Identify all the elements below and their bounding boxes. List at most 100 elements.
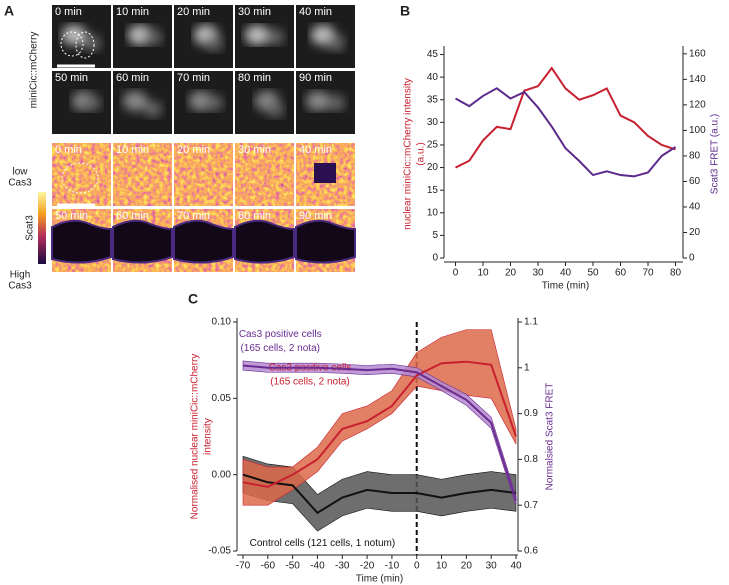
cell bbox=[245, 25, 269, 45]
cell bbox=[144, 101, 162, 117]
x-tick-label: -30 bbox=[335, 561, 350, 572]
annotation: Cas3 positive cells bbox=[239, 329, 322, 340]
band bbox=[242, 360, 517, 506]
y-tick-label: 25 bbox=[427, 140, 439, 151]
time-label: 50 min bbox=[55, 72, 88, 84]
time-label: 80 min bbox=[238, 72, 271, 84]
x-tick-label: -10 bbox=[385, 561, 400, 572]
fret-image bbox=[52, 143, 111, 206]
cell bbox=[266, 101, 284, 117]
y2-tick-label: 1 bbox=[524, 362, 530, 373]
y2-tick-label: 1.1 bbox=[524, 317, 538, 328]
x-tick-label: 10 bbox=[477, 268, 489, 279]
cell bbox=[266, 29, 284, 45]
y-tick-label: 40 bbox=[427, 72, 439, 83]
x-tick-label: 40 bbox=[560, 268, 572, 279]
annotation: (165 cells, 2 nota) bbox=[240, 343, 320, 354]
fret-image bbox=[235, 143, 294, 206]
y2-tick-label: 60 bbox=[689, 176, 701, 187]
time-label: 60 min bbox=[116, 72, 149, 84]
outline bbox=[60, 31, 84, 57]
x-tick-label: 60 bbox=[615, 268, 627, 279]
y-tick-label: 5 bbox=[432, 230, 438, 241]
dark-region bbox=[295, 219, 356, 264]
colorbar-title: Scat3 bbox=[25, 215, 36, 241]
x-tick-label: 0 bbox=[414, 561, 420, 572]
time-label: 70 min bbox=[177, 72, 210, 84]
y2-tick-label: 100 bbox=[689, 125, 706, 136]
y-axis-label: Normalised nuclear miniCic::mCherry bbox=[190, 354, 201, 520]
cells bbox=[189, 91, 223, 111]
y-tick-label: 20 bbox=[427, 162, 439, 173]
colorbar-label: High bbox=[10, 270, 31, 281]
line bbox=[242, 473, 517, 515]
y-axis-label: nuclear miniCic::mCherry intensity bbox=[403, 78, 414, 230]
y2-tick-label: 120 bbox=[689, 100, 706, 111]
cells bbox=[62, 25, 101, 51]
time-label: 20 min bbox=[177, 6, 210, 18]
fret-image bbox=[113, 143, 172, 206]
y-tick-label: 45 bbox=[427, 49, 439, 60]
y-tick-label: 10 bbox=[427, 207, 439, 218]
cells bbox=[194, 25, 223, 51]
x-tick-label: 40 bbox=[510, 561, 522, 572]
time-label: 50 min bbox=[55, 210, 88, 222]
time-label: 90 min bbox=[299, 210, 332, 222]
y-tick-label: 0.00 bbox=[212, 469, 232, 480]
annotation: (165 cells, 2 nota) bbox=[270, 376, 350, 387]
time-label: 40 min bbox=[299, 144, 332, 156]
annotation: Control cells (121 cells, 1 notum) bbox=[250, 538, 396, 549]
cells bbox=[128, 25, 162, 45]
y2-tick-label: 0 bbox=[689, 253, 695, 264]
time-label: 30 min bbox=[238, 6, 271, 18]
x-tick-label: -70 bbox=[236, 561, 251, 572]
y2-axis-label: Normalsied Scat3 FRET bbox=[545, 383, 556, 491]
dark-region bbox=[234, 219, 295, 264]
time-label: 10 min bbox=[116, 6, 149, 18]
time-label: 20 min bbox=[177, 144, 210, 156]
y-axis-label: intensity bbox=[203, 418, 214, 455]
cell bbox=[83, 35, 101, 51]
y-tick-label: 35 bbox=[427, 94, 439, 105]
x-tick-label: 50 bbox=[587, 268, 599, 279]
panel-label: B bbox=[400, 3, 410, 19]
cells bbox=[123, 91, 162, 117]
y2-tick-label: 160 bbox=[689, 48, 706, 59]
line bbox=[455, 87, 677, 178]
panel-label: A bbox=[4, 3, 14, 19]
time-label: 10 min bbox=[116, 144, 149, 156]
y2-tick-label: 0.6 bbox=[524, 546, 538, 557]
x-tick-label: 80 bbox=[670, 268, 682, 279]
x-tick-label: -50 bbox=[285, 561, 300, 572]
line bbox=[242, 360, 517, 488]
y2-tick-label: 40 bbox=[689, 202, 701, 213]
time-label: 60 min bbox=[116, 210, 149, 222]
y-tick-label: 15 bbox=[427, 185, 439, 196]
panel-label: C bbox=[188, 291, 198, 307]
x-tick-label: 70 bbox=[642, 268, 654, 279]
y2-tick-label: 0.8 bbox=[524, 454, 538, 465]
x-tick-label: -20 bbox=[360, 561, 375, 572]
cell bbox=[205, 35, 223, 51]
y-tick-label: 0 bbox=[432, 253, 438, 264]
cells bbox=[306, 91, 345, 111]
cells bbox=[245, 25, 284, 45]
y2-tick-label: 0.7 bbox=[524, 500, 538, 511]
outline bbox=[61, 162, 99, 194]
channel-label: miniCic::mCherry bbox=[29, 32, 40, 109]
cells bbox=[255, 91, 284, 117]
time-label: 40 min bbox=[299, 6, 332, 18]
y-axis-label: (a.u.) bbox=[416, 142, 427, 165]
colorbar-label: Cas3 bbox=[8, 178, 32, 189]
cell bbox=[327, 95, 345, 111]
cell bbox=[327, 35, 345, 51]
y-tick-label: 30 bbox=[427, 117, 439, 128]
x-tick-label: -60 bbox=[261, 561, 276, 572]
x-tick-label: 20 bbox=[461, 561, 473, 572]
y2-axis-label: Scat3 FRET (a.u.) bbox=[710, 114, 721, 194]
y-tick-label: 0.10 bbox=[212, 317, 232, 328]
x-tick-label: 10 bbox=[436, 561, 448, 572]
outline bbox=[75, 31, 95, 59]
